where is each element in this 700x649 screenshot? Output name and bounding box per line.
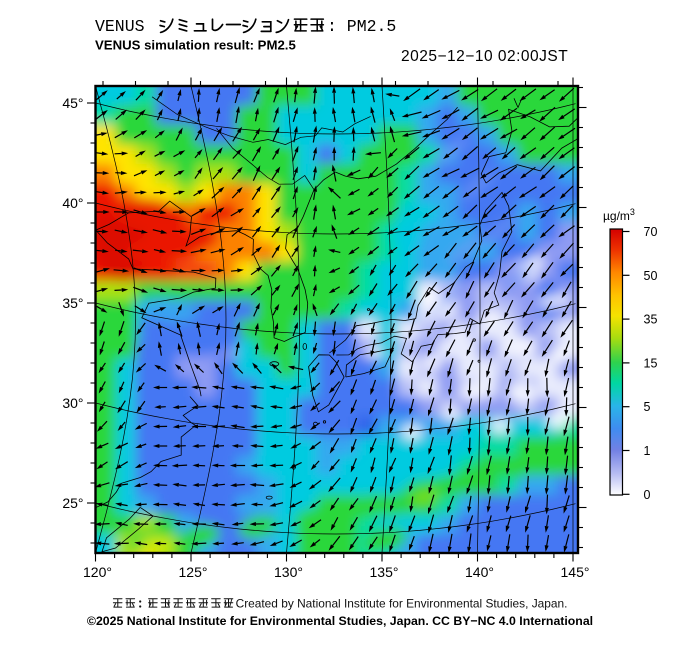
- svg-text:25°: 25°: [62, 495, 83, 511]
- svg-text:35: 35: [644, 313, 658, 327]
- svg-text:VENUS simulation result: PM2.5: VENUS simulation result: PM2.5: [95, 38, 296, 53]
- svg-text:145°: 145°: [561, 564, 590, 580]
- svg-text:35°: 35°: [62, 295, 83, 311]
- svg-text:40°: 40°: [62, 195, 83, 211]
- svg-text:135°: 135°: [370, 564, 399, 580]
- svg-text:µg/m3: µg/m3: [603, 207, 635, 223]
- svg-text:70: 70: [644, 225, 658, 239]
- svg-text:130°: 130°: [274, 564, 303, 580]
- svg-text:45°: 45°: [62, 95, 83, 111]
- svg-text:©2025 National Institute for E: ©2025 National Institute for Environment…: [87, 614, 593, 628]
- svg-text:/ Created by National Institut: / Created by National Institute for Envi…: [229, 597, 567, 611]
- svg-text:15: 15: [644, 356, 658, 370]
- svg-text:2025−12−10 02:00JST: 2025−12−10 02:00JST: [401, 48, 568, 65]
- svg-text:: PM2.5: : PM2.5: [327, 17, 396, 36]
- svg-text:30°: 30°: [62, 395, 83, 411]
- svg-text:140°: 140°: [465, 564, 494, 580]
- svg-text:50: 50: [644, 269, 658, 283]
- svg-text:120°: 120°: [83, 564, 112, 580]
- svg-text:125°: 125°: [179, 564, 208, 580]
- svg-text:5: 5: [644, 400, 651, 414]
- svg-text:1: 1: [644, 444, 651, 458]
- svg-text:0: 0: [644, 488, 651, 502]
- svg-text:VENUS: VENUS: [95, 17, 145, 36]
